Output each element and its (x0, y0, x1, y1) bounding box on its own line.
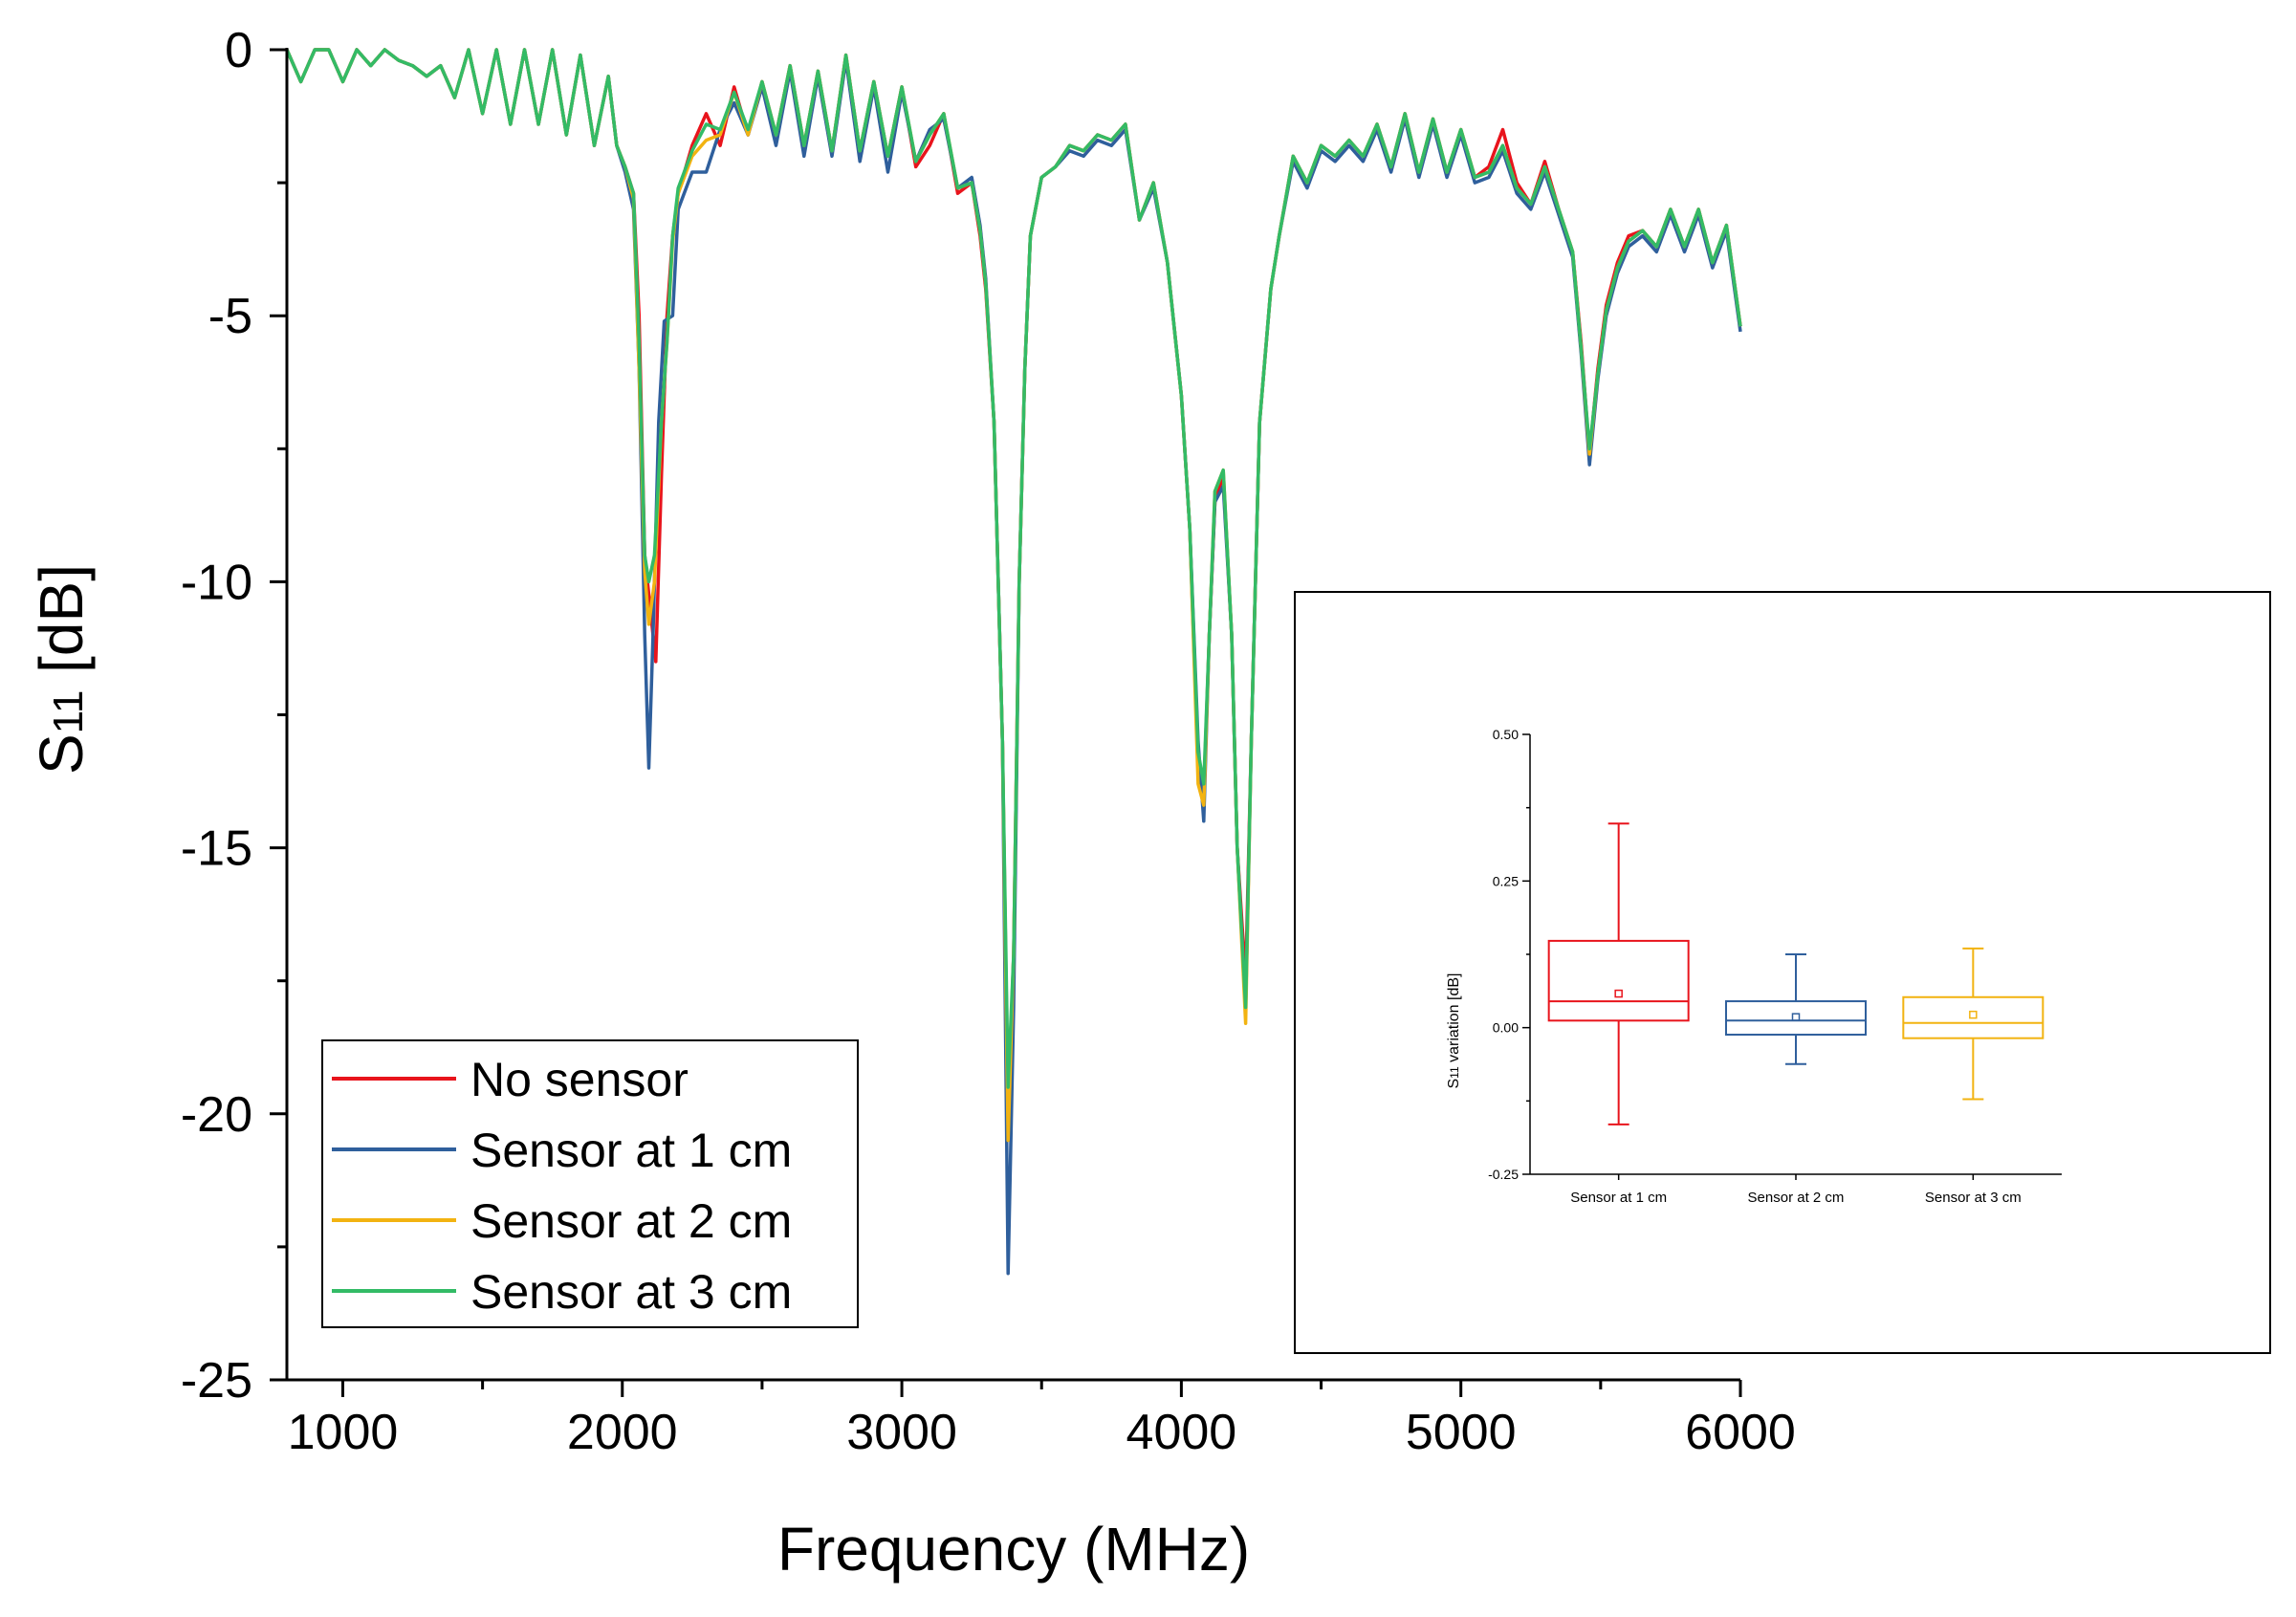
inset-y-axis-label-main: S (1446, 1079, 1462, 1089)
series-line-4 (285, 48, 1742, 1089)
main-y-axis-label-main: S (27, 733, 96, 775)
main-y-axis-label-sub: 11 (45, 690, 92, 734)
main-x-tick-label: 4000 (1126, 1405, 1237, 1460)
inset-y-tick-label: 0.25 (1493, 873, 1519, 888)
main-x-axis-label: Frequency (MHz) (777, 1515, 1250, 1584)
inset-x-tick-label: Sensor at 2 cm (1748, 1190, 1845, 1206)
legend: No sensor Sensor at 1 cm Sensor at 2 cm Sen… (321, 1039, 859, 1328)
main-chart: 1000 2000 3000 4000 5000 60000-5-10-15-20-25 … (27, 23, 1796, 1584)
main-x-tick-label: 3000 (846, 1405, 957, 1460)
inset-frame (1294, 591, 2271, 1354)
box-1-mean-marker (1614, 989, 1623, 998)
main-y-tick-label: -5 (208, 289, 252, 344)
inset-y-tick-label: -0.25 (1488, 1167, 1519, 1182)
inset-x-tick-label: Sensor at 1 cm (1570, 1190, 1667, 1206)
box-2-iqr-box (1725, 1000, 1867, 1037)
inset-y-axis-label: S11 variation [dB] (1446, 973, 1462, 1089)
inset-y-tick-label: 0.50 (1493, 727, 1519, 742)
legend-label-1: No sensor (470, 1053, 689, 1106)
main-y-tick-label: -10 (181, 555, 252, 610)
inset-y-axis-label-rest: variation [dB] (1446, 973, 1462, 1067)
legend-frame (321, 1039, 859, 1328)
main-axes: 1000 2000 3000 4000 5000 6000 0 -5 -10 -15 -20 -25 (181, 23, 1796, 1460)
box-2-mean-marker (1791, 1013, 1801, 1021)
inset-axes: 0.50 0.25 0.00 -0.25 Sensor at 1 cm Sensor at… (1488, 727, 2062, 1206)
main-x-tick-label: 1000 (288, 1405, 399, 1460)
legend-label-3: Sensor at 2 cm (470, 1194, 792, 1248)
inset-chart: 0.50 0.25 0.00 -0.25 Sensor at 1 cm Sensor at… (1294, 591, 2271, 1354)
main-x-tick-label: 2000 (567, 1405, 678, 1460)
main-y-tick-label: -20 (181, 1087, 252, 1143)
main-x-tick-label: 6000 (1685, 1405, 1796, 1460)
main-y-tick-label: -15 (181, 821, 252, 877)
inset-y-tick-label: 0.00 (1493, 1020, 1519, 1036)
inset-y-axis-label-sub: 11 (1448, 1066, 1461, 1079)
main-y-axis-label: S11 [dB] (27, 564, 96, 775)
box-1-iqr-box (1547, 939, 1690, 1022)
box-3-iqr-box (1902, 995, 2045, 1039)
main-y-tick-label: 0 (225, 23, 252, 78)
inset-x-tick-label: Sensor at 3 cm (1925, 1190, 2022, 1206)
box-3-mean-marker (1969, 1010, 1978, 1019)
inset-boxes (1547, 822, 2045, 1125)
main-y-axis-label-rest: [dB] (27, 564, 96, 690)
legend-label-2: Sensor at 1 cm (470, 1124, 792, 1177)
main-series-lines (285, 48, 1742, 1276)
main-x-tick-label: 5000 (1406, 1405, 1517, 1460)
main-y-tick-label: -25 (181, 1353, 252, 1409)
legend-label-4: Sensor at 3 cm (470, 1265, 792, 1319)
